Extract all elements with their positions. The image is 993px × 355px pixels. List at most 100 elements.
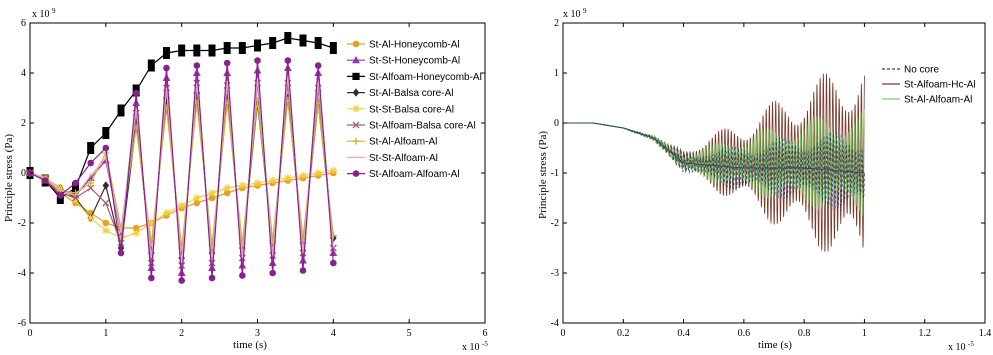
right-legend-label: St-Alfoam-Hc-Al: [904, 80, 976, 91]
left-y-tick-label: -4: [18, 268, 26, 279]
left-data-point: [329, 244, 337, 252]
left-data-point: [284, 174, 292, 182]
left-data-point: [269, 37, 277, 49]
left-legend-swatch-marker: [352, 56, 360, 64]
left-legend-swatch-marker: [352, 88, 360, 97]
left-data-point: [239, 272, 246, 279]
right-y-multiplier-base: x 10: [563, 9, 581, 20]
left-data-point: [162, 73, 171, 81]
left-data-point: [147, 59, 155, 72]
left-data-point: [314, 62, 322, 69]
left-legend-item: St-Al-Alfoam-Al: [347, 137, 437, 148]
left-data-point: [102, 144, 110, 152]
left-legend-item: St-St-Honeycomb-Al: [347, 56, 460, 67]
left-data-point: [223, 68, 232, 76]
left-data-point: [193, 199, 201, 207]
left-data-point: [87, 159, 94, 167]
left-data-point: [329, 42, 337, 54]
left-data-point: [178, 44, 186, 57]
right-x-tick-label: 1: [862, 328, 867, 339]
left-y-tick-label: -6: [18, 318, 26, 329]
left-series-st-alfoam-alfoam-al: [26, 57, 337, 284]
right-y-multiplier: x 10 9: [563, 7, 587, 20]
left-data-point: [208, 189, 216, 197]
left-legend-label: St-Alfoam-Honeycomb-Al: [369, 72, 482, 83]
left-x-ticks: 0 1 2 3 4 5 6: [28, 23, 488, 339]
left-data-point: [193, 44, 201, 57]
right-x-ticks: 0 0.2 0.4 0.6 0.8 1 1.2 1.4: [561, 23, 992, 339]
right-y-ticks: -4 -3 -2 -1 0 1 2: [551, 18, 985, 329]
left-data-point: [268, 258, 277, 266]
right-x-multiplier: x 10 -5: [948, 340, 974, 353]
left-data-point: [299, 34, 307, 47]
right-x-multiplier-exp: -5: [968, 340, 974, 348]
left-legend-label: St-Alfoam-Alfoam-Al: [369, 169, 460, 180]
left-data-point: [193, 194, 201, 202]
left-x-multiplier-exp: -5: [482, 340, 488, 348]
left-data-point: [132, 98, 141, 106]
right-y-tick-label: -2: [551, 218, 559, 229]
left-legend-label: St-Alfoam-Balsa core-Al: [369, 121, 476, 132]
left-data-point: [102, 219, 110, 227]
right-legend-label: No core: [904, 65, 939, 76]
left-data-point: [208, 44, 216, 57]
left-y-tick-label: 6: [21, 18, 26, 29]
left-data-point: [299, 238, 307, 248]
left-x-tick-label: 3: [255, 328, 260, 339]
left-data-point: [178, 277, 185, 284]
right-series-mean: [563, 122, 865, 174]
left-data-point: [72, 179, 79, 187]
left-data-point: [41, 177, 49, 184]
right-x-tick-label: 1.4: [979, 328, 992, 339]
left-data-point: [314, 37, 322, 49]
left-data-point: [132, 89, 140, 97]
left-data-point: [299, 267, 307, 274]
left-data-point: [163, 47, 170, 59]
right-x-tick-label: 0.6: [738, 328, 751, 339]
left-data-point: [102, 199, 110, 207]
right-legend: No core St-Alfoam-Hc-Al St-Al-Alfoam-Al: [878, 60, 980, 107]
left-plot-marks: [26, 32, 338, 284]
right-x-tick-label: 0.8: [798, 328, 811, 339]
left-data-point: [102, 226, 110, 235]
left-data-point: [162, 209, 171, 217]
left-data-point: [299, 256, 307, 264]
left-data-point: [238, 181, 246, 190]
left-data-point: [254, 39, 261, 52]
left-legend: St-Al-Honeycomb-Al St-St-Honeycomb-Al St-A…: [343, 34, 482, 184]
right-plot-marks: [563, 73, 865, 252]
right-chart: 0 0.2 0.4 0.6 0.8 1 1.2 1.4 -4 -3 -2 -1 0 1 2 time (s…: [537, 7, 991, 353]
left-data-point: [102, 181, 110, 190]
right-legend-item: No core: [882, 65, 939, 76]
left-x-multiplier: x 10 -5: [462, 340, 488, 353]
left-legend-swatch-marker: [352, 105, 360, 113]
left-legend-item: St-Alfoam-Honeycomb-Al: [347, 72, 482, 83]
left-data-point: [239, 243, 246, 253]
left-data-point: [132, 224, 140, 232]
left-data-point: [148, 274, 155, 282]
left-data-point: [117, 249, 125, 257]
left-data-point: [269, 176, 277, 185]
right-legend-item: St-Alfoam-Hc-Al: [882, 80, 976, 91]
right-legend-label: St-Al-Alfoam-Al: [904, 95, 972, 106]
left-data-point: [178, 262, 186, 269]
left-data-point: [117, 104, 125, 117]
left-y-multiplier-exp: 9: [52, 7, 56, 15]
left-data-point: [147, 219, 155, 227]
left-legend-label: St-Al-Alfoam-Al: [369, 137, 437, 148]
left-x-tick-label: 0: [28, 328, 33, 339]
left-data-point: [147, 263, 156, 271]
left-x-tick-label: 2: [179, 328, 184, 339]
left-data-point: [223, 189, 231, 197]
right-x-tick-label: 1.2: [918, 328, 931, 339]
left-legend-item: St-Al-Honeycomb-Al: [347, 40, 460, 51]
left-x-tick-label: 1: [103, 328, 108, 339]
left-x-tick-label: 5: [407, 328, 412, 339]
left-data-point: [284, 32, 292, 44]
left-data-point: [87, 184, 95, 192]
right-y-tick-label: -4: [551, 318, 559, 329]
left-data-point: [208, 259, 216, 267]
left-y-tick-label: 0: [21, 168, 26, 179]
left-data-point: [208, 263, 216, 271]
left-legend-label: St-Al-Balsa core-Al: [369, 88, 453, 99]
